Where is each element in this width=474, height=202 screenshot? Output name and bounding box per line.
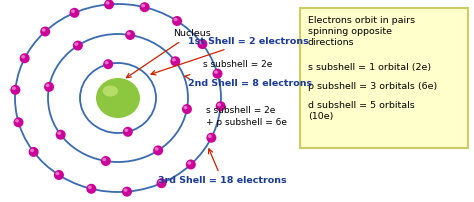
Ellipse shape: [187, 161, 191, 165]
Text: (10e): (10e): [308, 112, 333, 121]
Ellipse shape: [88, 186, 92, 189]
Ellipse shape: [197, 39, 207, 49]
Ellipse shape: [102, 158, 106, 161]
Ellipse shape: [10, 85, 20, 95]
Ellipse shape: [172, 16, 182, 26]
Ellipse shape: [57, 132, 61, 135]
Ellipse shape: [15, 119, 19, 123]
Text: s subshell = 2e: s subshell = 2e: [203, 60, 273, 69]
Ellipse shape: [30, 149, 34, 152]
Ellipse shape: [103, 59, 113, 69]
Ellipse shape: [127, 32, 131, 35]
Ellipse shape: [125, 30, 135, 40]
Text: Nucleus: Nucleus: [127, 29, 211, 78]
Ellipse shape: [124, 128, 128, 132]
Ellipse shape: [14, 117, 24, 127]
Ellipse shape: [104, 0, 114, 9]
Ellipse shape: [158, 180, 162, 183]
Ellipse shape: [73, 41, 83, 50]
Ellipse shape: [106, 1, 109, 5]
Ellipse shape: [214, 70, 218, 74]
Ellipse shape: [141, 4, 145, 7]
Ellipse shape: [19, 53, 30, 63]
Ellipse shape: [212, 69, 222, 79]
Ellipse shape: [140, 2, 150, 12]
Ellipse shape: [183, 106, 187, 109]
Ellipse shape: [101, 156, 111, 166]
Ellipse shape: [55, 172, 59, 175]
Text: directions: directions: [308, 38, 355, 47]
Ellipse shape: [12, 87, 16, 90]
Text: d subshell = 5 orbitals: d subshell = 5 orbitals: [308, 101, 415, 110]
Ellipse shape: [153, 145, 163, 155]
Text: + p subshell = 6e: + p subshell = 6e: [206, 118, 287, 127]
Ellipse shape: [155, 147, 159, 151]
Bar: [300, 8, 468, 148]
Ellipse shape: [71, 9, 75, 13]
Ellipse shape: [122, 187, 132, 197]
Ellipse shape: [102, 85, 118, 97]
Ellipse shape: [42, 28, 46, 32]
Ellipse shape: [55, 130, 66, 140]
Ellipse shape: [44, 82, 54, 92]
Ellipse shape: [182, 104, 192, 114]
Ellipse shape: [124, 188, 128, 192]
Text: s subshell = 2e: s subshell = 2e: [206, 106, 275, 115]
Text: 1st Shell = 2 electrons: 1st Shell = 2 electrons: [151, 37, 309, 75]
Text: spinning opposite: spinning opposite: [308, 27, 392, 36]
Ellipse shape: [123, 127, 133, 137]
Ellipse shape: [74, 42, 78, 46]
Text: s subshell = 1 orbital (2e): s subshell = 1 orbital (2e): [308, 63, 431, 72]
Ellipse shape: [54, 170, 64, 180]
Ellipse shape: [105, 61, 109, 64]
Ellipse shape: [156, 178, 166, 188]
Ellipse shape: [172, 58, 176, 62]
Ellipse shape: [21, 55, 25, 59]
Ellipse shape: [46, 84, 50, 87]
Text: Electrons orbit in pairs: Electrons orbit in pairs: [308, 16, 415, 25]
Ellipse shape: [40, 26, 50, 37]
Ellipse shape: [96, 78, 140, 118]
Ellipse shape: [28, 147, 38, 157]
Text: p subshell = 3 orbitals (6e): p subshell = 3 orbitals (6e): [308, 82, 437, 91]
Ellipse shape: [199, 41, 203, 44]
Text: 3rd Shell = 18 electrons: 3rd Shell = 18 electrons: [158, 149, 287, 185]
Ellipse shape: [86, 184, 96, 194]
Ellipse shape: [186, 159, 196, 169]
Text: 2nd Shell = 8 electrons: 2nd Shell = 8 electrons: [185, 75, 312, 88]
Ellipse shape: [217, 103, 221, 106]
Ellipse shape: [208, 135, 212, 138]
Ellipse shape: [70, 8, 80, 18]
Ellipse shape: [206, 133, 216, 143]
Ellipse shape: [170, 56, 180, 66]
Ellipse shape: [173, 18, 178, 21]
Ellipse shape: [216, 101, 226, 111]
